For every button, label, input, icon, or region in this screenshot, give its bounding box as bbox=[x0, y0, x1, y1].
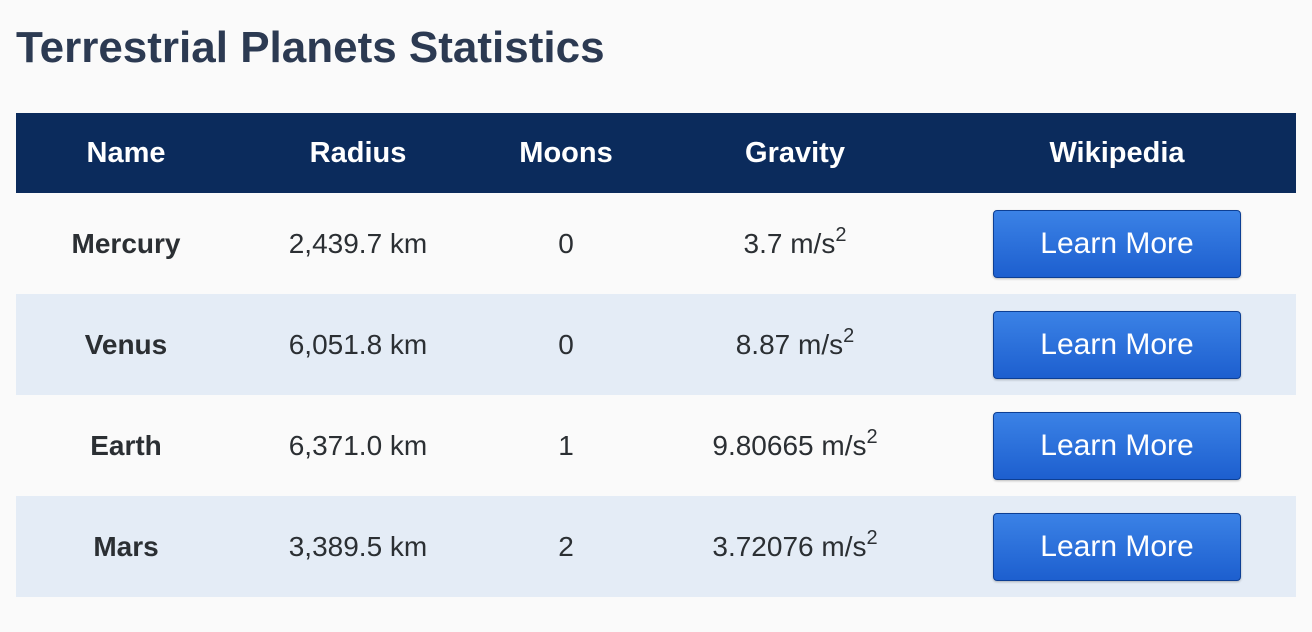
learn-more-button-venus[interactable]: Learn More bbox=[993, 310, 1241, 379]
gravity-exponent: 2 bbox=[843, 324, 855, 347]
planet-moons: 0 bbox=[558, 227, 574, 259]
gravity-value: 3.72076 m/s bbox=[712, 530, 867, 562]
wikipedia-cell: Learn More bbox=[938, 395, 1296, 496]
planets-table: Name Radius Moons Gravity Wikipedia Merc… bbox=[16, 113, 1296, 597]
gravity-exponent: 2 bbox=[866, 425, 878, 448]
gravity-value: 8.87 m/s bbox=[735, 328, 844, 360]
gravity-exponent: 2 bbox=[866, 526, 878, 549]
planet-moons: 0 bbox=[558, 328, 574, 360]
column-header-name: Name bbox=[86, 136, 166, 169]
header-row: Name Radius Moons Gravity Wikipedia bbox=[16, 113, 1296, 193]
planet-radius: 2,439.7 km bbox=[288, 227, 428, 259]
column-header-wikipedia: Wikipedia bbox=[1049, 136, 1185, 169]
table-row-venus: Venus 6,051.8 km 0 8.87 m/s2 Learn More bbox=[16, 294, 1296, 395]
gravity-value: 3.7 m/s bbox=[743, 227, 836, 259]
wikipedia-cell: Learn More bbox=[938, 193, 1296, 294]
table-body: Mercury 2,439.7 km 0 3.7 m/s2 Learn More… bbox=[16, 193, 1296, 597]
learn-more-button-mercury[interactable]: Learn More bbox=[993, 209, 1241, 278]
gravity-value: 9.80665 m/s bbox=[712, 429, 867, 461]
planet-gravity: 9.80665 m/s2 bbox=[652, 395, 938, 496]
gravity-exponent: 2 bbox=[835, 223, 847, 246]
column-header-gravity: Gravity bbox=[745, 136, 845, 169]
planet-moons: 2 bbox=[558, 530, 574, 562]
wikipedia-cell: Learn More bbox=[938, 496, 1296, 597]
planet-moons: 1 bbox=[558, 429, 574, 461]
page-title: Terrestrial Planets Statistics bbox=[16, 23, 605, 72]
column-header-moons: Moons bbox=[519, 136, 613, 169]
table-row-mercury: Mercury 2,439.7 km 0 3.7 m/s2 Learn More bbox=[16, 193, 1296, 294]
planet-name: Mercury bbox=[71, 227, 181, 259]
planet-gravity: 8.87 m/s2 bbox=[652, 294, 938, 395]
planet-name: Mars bbox=[93, 530, 159, 562]
planet-name: Earth bbox=[90, 429, 162, 461]
planet-radius: 6,051.8 km bbox=[288, 328, 428, 360]
learn-more-button-mars[interactable]: Learn More bbox=[993, 512, 1241, 581]
planet-name: Venus bbox=[84, 328, 168, 360]
column-header-radius: Radius bbox=[309, 136, 407, 169]
table-header: Name Radius Moons Gravity Wikipedia bbox=[16, 113, 1296, 193]
planet-radius: 6,371.0 km bbox=[288, 429, 428, 461]
wikipedia-cell: Learn More bbox=[938, 294, 1296, 395]
planet-radius: 3,389.5 km bbox=[288, 530, 428, 562]
learn-more-button-earth[interactable]: Learn More bbox=[993, 411, 1241, 480]
planet-gravity: 3.72076 m/s2 bbox=[652, 496, 938, 597]
planet-gravity: 3.7 m/s2 bbox=[652, 193, 938, 294]
table-row-mars: Mars 3,389.5 km 2 3.72076 m/s2 Learn Mor… bbox=[16, 496, 1296, 597]
table-row-earth: Earth 6,371.0 km 1 9.80665 m/s2 Learn Mo… bbox=[16, 395, 1296, 496]
